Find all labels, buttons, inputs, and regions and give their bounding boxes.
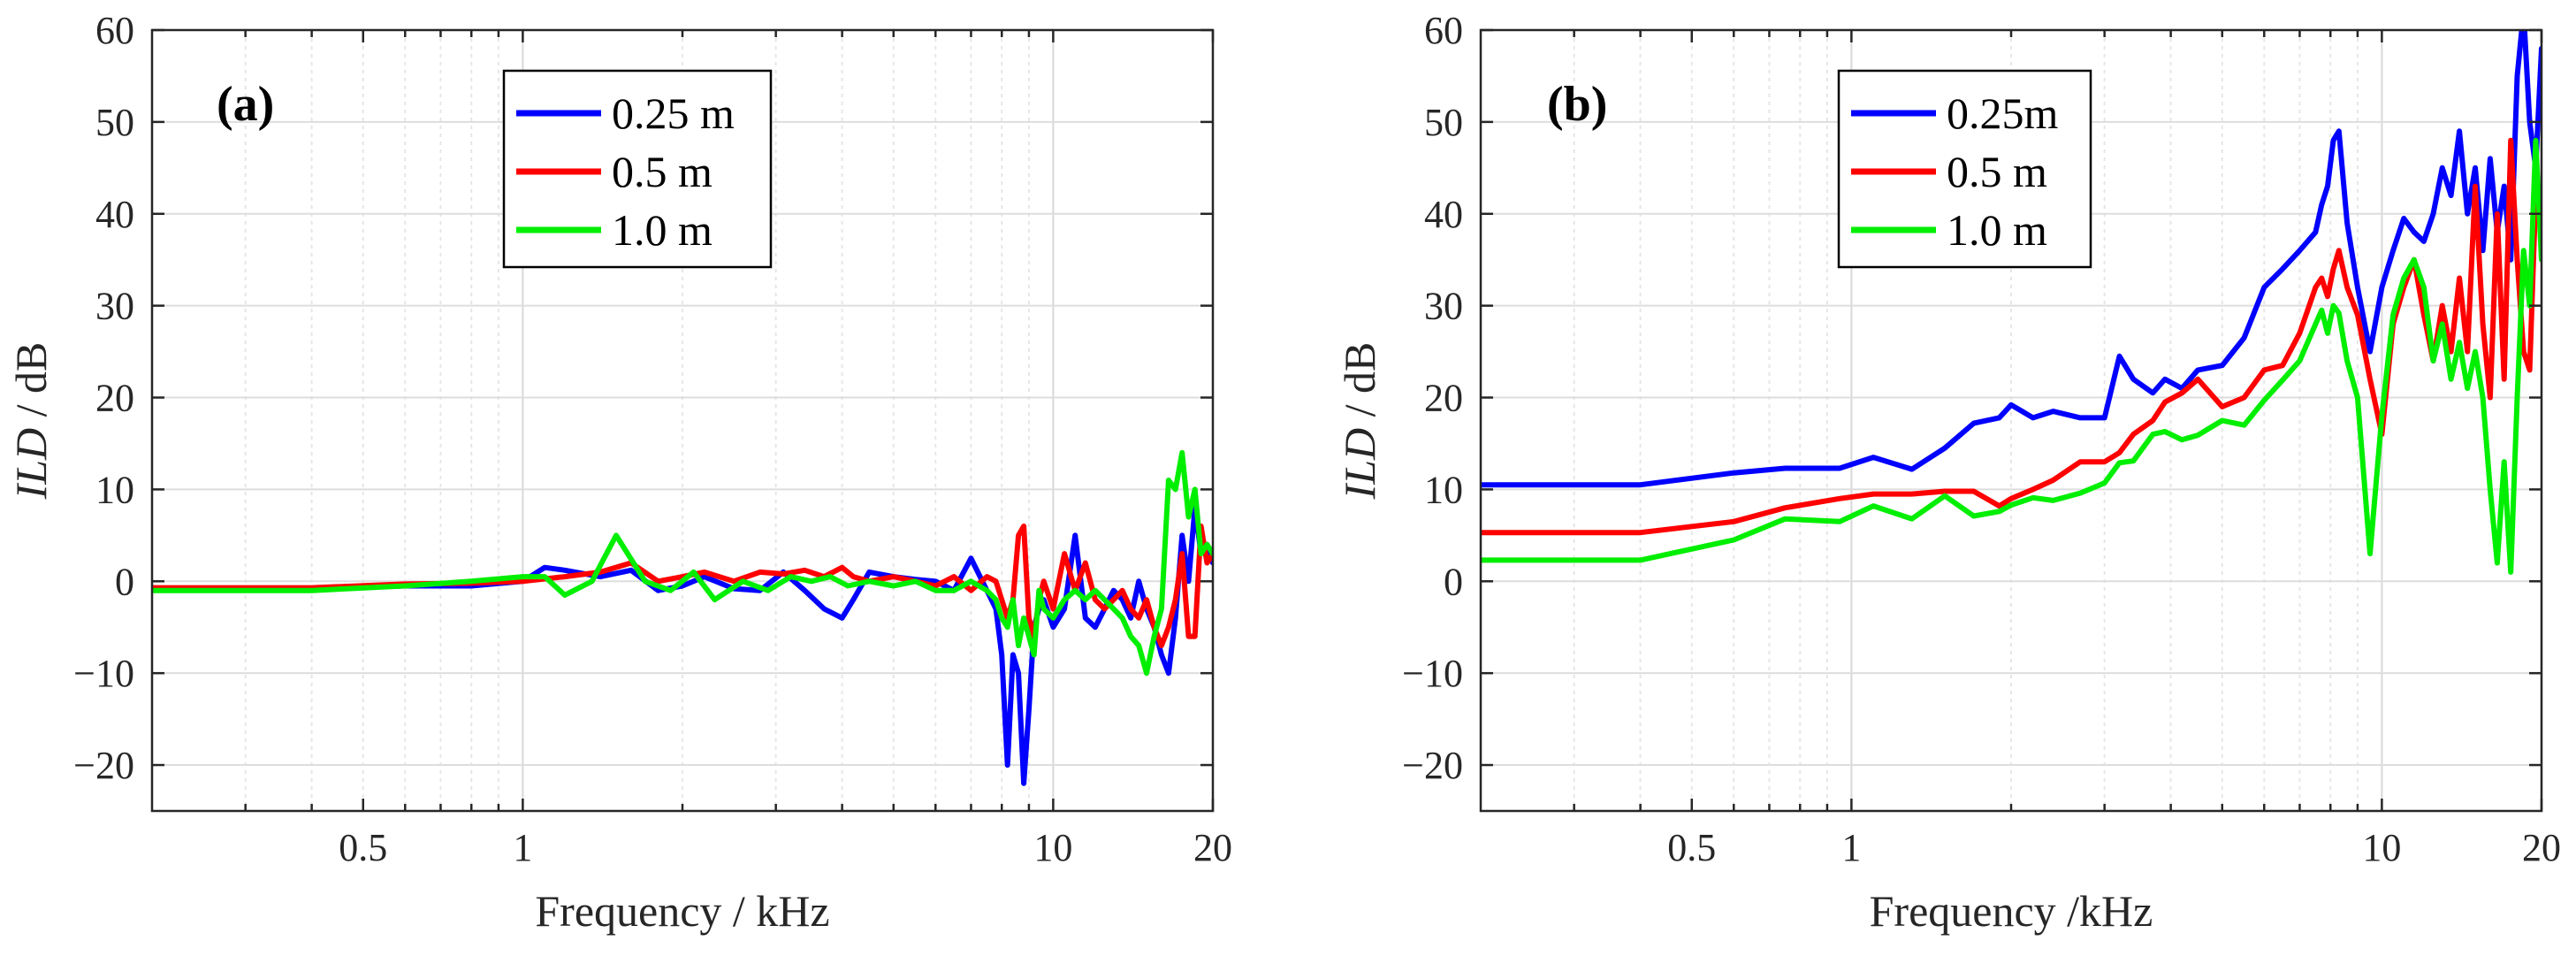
y-tick-label: 60 [1424,9,1463,52]
y-axis-label-unit: / dB [1335,342,1384,428]
y-axis-label-italic: ILD [6,428,56,501]
series-group [152,449,1213,786]
panel-label: (b) [1547,77,1607,132]
x-tick-label: 1 [513,826,532,869]
y-tick-label: 30 [95,285,134,328]
series-line-1.0m [152,449,1213,677]
y-axis-label-italic: ILD [1335,428,1384,501]
legend-label: 0.5 m [1947,147,2047,196]
y-tick-label: 0 [115,560,134,603]
y-tick-label: 10 [1424,468,1463,511]
y-tick-label: 30 [1424,285,1463,328]
y-tick-label: 10 [95,468,134,511]
y-tick-label: −20 [1402,744,1463,787]
x-tick-label: 20 [1193,826,1232,869]
panel-b: −20 −10 0 10 20 30 40 50 60 0.5 1 10 20 Frequency /kH… [1335,9,2561,936]
panel-label: (a) [217,77,274,132]
y-axis-label: ILD / dB [6,342,56,501]
x-tick-label: 1 [1841,826,1861,869]
legend-label: 1.0 m [1947,205,2047,255]
y-tick-label: 40 [95,193,134,236]
legend-label: 0.25 m [612,88,735,138]
y-tick-label: −10 [73,652,134,695]
legend-label: 1.0 m [612,205,713,255]
y-tick-label: 50 [95,101,134,144]
x-axis-label: Frequency / kHz [535,886,829,936]
y-tick-label: 60 [95,9,134,52]
series-group [1481,30,2542,575]
y-tick-label: −10 [1402,652,1463,695]
legend: 0.25m 0.5 m 1.0 m [1837,69,2092,269]
x-tick-label: 0.5 [339,826,387,869]
legend-label: 0.5 m [612,147,713,196]
panel-a: −20 −10 0 10 20 30 40 50 60 0.5 1 10 20 Frequency / k… [6,9,1232,936]
y-tick-label: 20 [1424,377,1463,420]
series-line-1.0m [1481,137,2542,575]
x-tick-label: 20 [2522,826,2561,869]
y-tick-label: 0 [1444,560,1463,603]
series-line-0.5m [1481,137,2542,536]
y-tick-label: 20 [95,377,134,420]
legend-label: 0.25m [1947,88,2059,138]
x-tick-label: 0.5 [1667,826,1716,869]
x-axis-label: Frequency /kHz [1870,886,2153,936]
y-tick-label: 40 [1424,193,1463,236]
y-axis-label-unit: / dB [6,342,56,428]
y-axis-label: ILD / dB [1335,342,1384,501]
y-tick-label: 50 [1424,101,1463,144]
series-line-0.25m [1481,30,2542,488]
legend: 0.25 m 0.5 m 1.0 m [502,69,773,269]
y-tick-label: −20 [73,744,134,787]
x-tick-label: 10 [1033,826,1072,869]
x-tick-label: 10 [2362,826,2401,869]
